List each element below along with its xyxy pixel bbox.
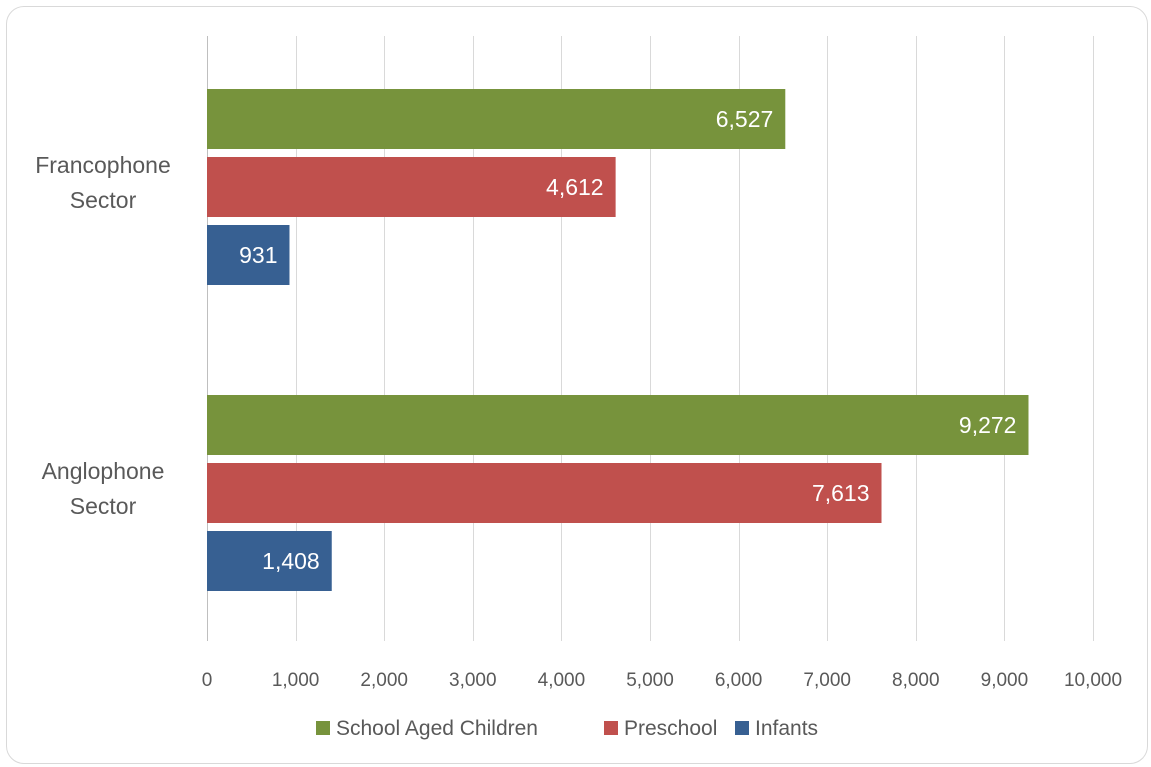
bar — [207, 463, 882, 523]
category-label: Sector — [70, 187, 137, 213]
bar — [207, 157, 616, 217]
legend-swatch — [316, 721, 330, 735]
legend-swatch — [604, 721, 618, 735]
bar — [207, 395, 1029, 455]
x-tick-label: 4,000 — [538, 670, 586, 691]
data-label: 1,408 — [262, 548, 320, 574]
x-tick-label: 3,000 — [449, 670, 497, 691]
category-label: Francophone — [35, 152, 171, 178]
x-tick-label: 7,000 — [803, 670, 851, 691]
x-tick-label: 2,000 — [360, 670, 408, 691]
data-label: 6,527 — [716, 106, 774, 132]
x-tick-label: 0 — [202, 670, 213, 691]
bar — [207, 225, 290, 285]
x-tick-label: 6,000 — [715, 670, 763, 691]
category-label: Sector — [70, 493, 137, 519]
bar — [207, 531, 332, 591]
x-tick-label: 10,000 — [1064, 670, 1122, 691]
legend-label: Preschool — [624, 717, 717, 740]
data-label: 4,612 — [546, 174, 604, 200]
legend-swatch — [735, 721, 749, 735]
x-tick-label: 8,000 — [892, 670, 940, 691]
data-label: 7,613 — [812, 480, 870, 506]
data-label: 931 — [239, 242, 277, 268]
x-tick-label: 5,000 — [626, 670, 674, 691]
data-label: 9,272 — [959, 412, 1017, 438]
bar — [207, 89, 786, 149]
legend-label: Infants — [755, 717, 818, 740]
x-tick-label: 9,000 — [981, 670, 1029, 691]
category-label: Anglophone — [42, 458, 165, 484]
x-tick-label: 1,000 — [272, 670, 320, 691]
legend-label: School Aged Children — [336, 717, 538, 740]
